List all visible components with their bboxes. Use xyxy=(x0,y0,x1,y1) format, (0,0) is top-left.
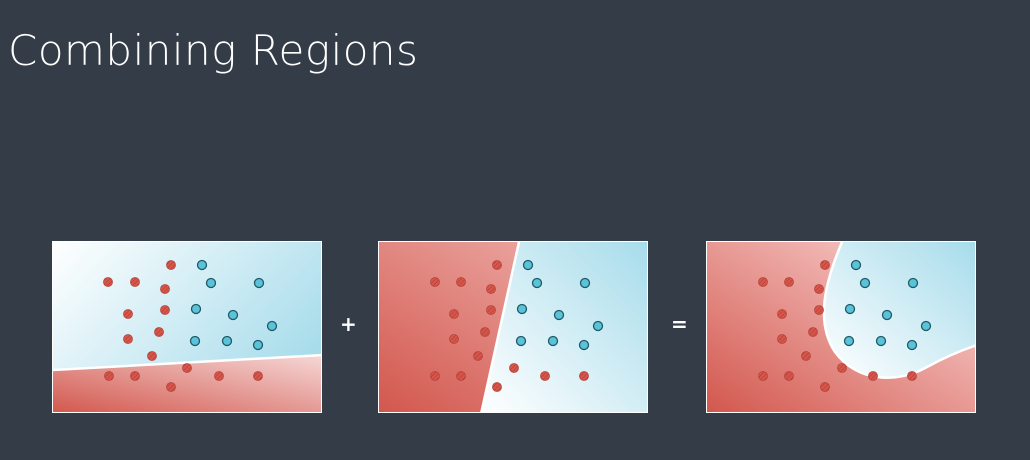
blue-region xyxy=(823,242,975,378)
blue-point xyxy=(843,335,855,347)
region-panel-horizontal-split xyxy=(52,241,322,413)
red-point xyxy=(456,371,466,381)
blue-point xyxy=(227,309,239,321)
decision-boundary xyxy=(822,242,975,379)
blue-point xyxy=(578,339,590,351)
red-point xyxy=(868,371,878,381)
blue-point xyxy=(850,259,862,271)
blue-point xyxy=(266,320,278,332)
blue-point xyxy=(844,303,856,315)
red-point xyxy=(123,334,133,344)
red-point xyxy=(123,309,133,319)
red-point xyxy=(160,284,170,294)
red-point xyxy=(456,277,466,287)
red-point xyxy=(166,260,176,270)
red-point xyxy=(486,284,496,294)
blue-region xyxy=(481,242,647,412)
red-point xyxy=(103,277,113,287)
red-point xyxy=(473,351,483,361)
blue-point xyxy=(515,335,527,347)
red-point xyxy=(480,327,490,337)
red-point xyxy=(777,334,787,344)
red-point xyxy=(486,305,496,315)
region-panel-vertical-split xyxy=(378,241,648,413)
plus-operator: + xyxy=(340,312,357,336)
red-point xyxy=(430,371,440,381)
blue-point xyxy=(189,335,201,347)
decision-boundary xyxy=(53,353,321,372)
red-point xyxy=(154,327,164,337)
red-point xyxy=(784,277,794,287)
blue-point xyxy=(531,277,543,289)
red-point xyxy=(430,277,440,287)
decision-boundary xyxy=(480,242,521,412)
slide-title: Combining Regions xyxy=(8,26,419,75)
red-point xyxy=(808,327,818,337)
red-point xyxy=(579,371,589,381)
blue-point xyxy=(920,320,932,332)
red-point xyxy=(758,277,768,287)
equals-operator: = xyxy=(671,312,688,336)
blue-point xyxy=(906,339,918,351)
panel-left-canvas xyxy=(53,242,321,412)
red-point xyxy=(449,309,459,319)
red-point xyxy=(837,363,847,373)
red-point xyxy=(166,382,176,392)
blue-point xyxy=(196,259,208,271)
red-point xyxy=(214,371,224,381)
blue-point xyxy=(859,277,871,289)
red-region xyxy=(53,355,321,412)
red-point xyxy=(130,277,140,287)
red-point xyxy=(820,382,830,392)
red-point xyxy=(160,305,170,315)
blue-point xyxy=(553,309,565,321)
red-point xyxy=(801,351,811,361)
red-point xyxy=(147,351,157,361)
red-point xyxy=(907,371,917,381)
panel-mid-canvas xyxy=(379,242,647,412)
red-point xyxy=(540,371,550,381)
blue-point xyxy=(190,303,202,315)
blue-point xyxy=(875,335,887,347)
blue-point xyxy=(907,277,919,289)
red-point xyxy=(509,363,519,373)
blue-point xyxy=(592,320,604,332)
red-point xyxy=(253,371,263,381)
red-point xyxy=(104,371,114,381)
blue-point xyxy=(252,339,264,351)
red-point xyxy=(777,309,787,319)
red-point xyxy=(814,305,824,315)
blue-point xyxy=(579,277,591,289)
blue-point xyxy=(522,259,534,271)
red-point xyxy=(758,371,768,381)
region-panel-combined xyxy=(706,241,976,413)
blue-point xyxy=(253,277,265,289)
red-point xyxy=(130,371,140,381)
red-point xyxy=(814,284,824,294)
panel-right-canvas xyxy=(707,242,975,412)
blue-point xyxy=(547,335,559,347)
red-point xyxy=(492,260,502,270)
red-point xyxy=(820,260,830,270)
red-point xyxy=(492,382,502,392)
red-point xyxy=(784,371,794,381)
red-point xyxy=(449,334,459,344)
blue-point xyxy=(881,309,893,321)
red-point xyxy=(182,363,192,373)
blue-point xyxy=(516,303,528,315)
blue-point xyxy=(205,277,217,289)
blue-point xyxy=(221,335,233,347)
